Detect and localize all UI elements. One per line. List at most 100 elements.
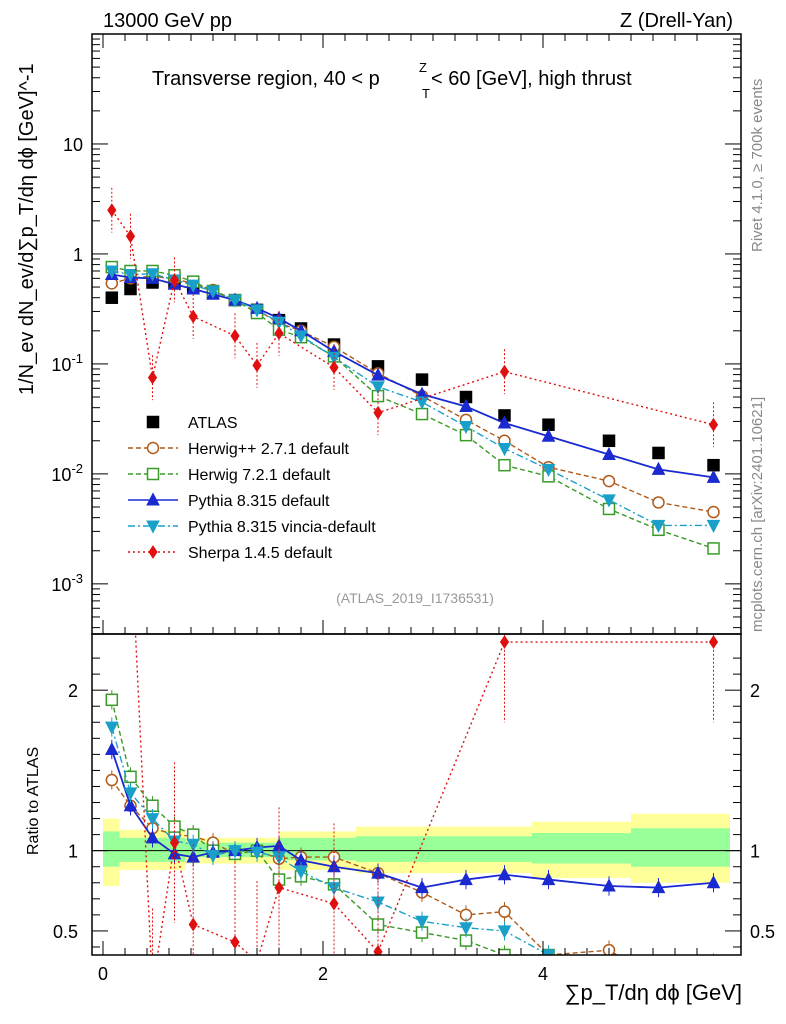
main-point [707,458,720,472]
ratio-series-pythia-8-315-vincia-default [104,717,714,973]
ratio-point [104,721,119,735]
ratio-point [706,875,721,889]
main-point [252,358,262,373]
legend-entry: ATLAS [146,415,238,432]
ratio-y-tick-label: 1 [68,842,78,862]
ratio-y-tick-label-right: 1 [750,842,760,862]
main-point [186,279,201,293]
main-series-sherpa-1-4-5-default [107,187,719,448]
main-point [415,407,429,421]
ratio-y-tick-label: 2 [68,681,78,701]
ratio-point [541,949,556,955]
main-point [459,420,473,435]
ratio-y-axis-label: Ratio to ATLAS [25,747,42,855]
x-tick-label: 2 [318,964,328,984]
main-point [415,373,429,386]
ratio-point [105,693,119,707]
plot-title-main: Transverse region, 40 < p [152,68,380,90]
legend-marker [146,467,160,481]
y-tick-base: 10 [51,575,71,595]
main-point [206,285,220,299]
ratio-point [274,880,284,895]
ratio-point [498,948,511,955]
x-axis-label: ∑p_T/dη dϕ [GeV] [565,980,742,1005]
legend-label: Pythia 8.315 default [188,493,330,510]
band-green [532,833,631,864]
plot-title-sub: T [422,86,430,101]
ratio-point [499,635,510,649]
ratio-point [497,867,512,881]
main-point [498,458,511,472]
main-point [188,309,198,324]
ratio-point [415,880,429,894]
main-point [107,203,117,218]
legend-entry: Pythia 8.315 default [128,492,330,510]
plot-title-rest: < 60 [GeV], high thrust [431,68,632,90]
ratio-point [230,935,240,950]
main-point [228,294,242,308]
legend-marker [148,545,158,559]
ratio-point [541,871,556,886]
main-point [652,496,665,509]
ratio-point [329,896,339,911]
main-point [415,396,429,410]
legend-marker [146,492,160,506]
y-tick-base: 10 [51,465,71,485]
legend-label: Herwig 7.2.1 default [188,467,331,484]
ratio-point [206,849,220,864]
x-tick-label: 4 [538,964,548,984]
main-point [371,367,385,381]
ratio-point [145,830,160,844]
plot-title: Transverse region, 40 < p [152,68,380,90]
main-y-tick-label: 10 [63,135,83,155]
band-green [356,836,532,862]
ratio-point [459,871,473,886]
ratio-point [149,983,157,995]
main-y-tick-label: 10-1 [51,351,83,375]
legend-entry: Herwig 7.2.1 default [128,467,331,484]
main-point [497,443,512,457]
ratio-y-tick-label-right: 0.5 [750,922,775,942]
main-point [602,494,616,508]
main-point [602,434,616,448]
main-y-tick-label: 1 [73,245,83,265]
legend-label: Sherpa 1.4.5 default [188,545,333,562]
main-point [651,519,666,533]
mcplots-label: mcplots.cern.ch [arXiv:2401.10621] [749,397,766,632]
ratio-y-tick-label-right: 2 [750,681,760,701]
ratio-point [459,922,473,936]
ratio-point [123,787,138,801]
ratio-point [145,813,160,827]
legend-marker [146,441,160,455]
ratio-point [603,961,615,973]
ratio-line [134,634,714,955]
main-point [294,330,308,344]
legend-marker [146,520,160,534]
y-tick-exponent: -3 [71,571,83,586]
ratio-point [651,880,666,894]
ratio-point [123,798,138,812]
ratio-point [708,635,719,649]
ratio-series-sherpa-1-4-5-default [134,634,719,995]
main-point [707,542,720,555]
main-point [459,398,473,412]
plot-title-sup: Z [419,60,427,75]
ratio-point [124,770,137,784]
ratio-point [371,896,385,910]
ratio-point [250,846,264,860]
legend: ATLAS Herwig++ 2.7.1 default Herwig 7.2.1 … [128,415,376,562]
ratio-point [373,944,383,955]
ratio-point [602,878,616,892]
main-y-axis-label: 1/N_ev dN_ev/d∑p_T/dη dϕ [GeV]^-1 [16,63,38,395]
ratio-y-tick-label: 0.5 [53,922,78,942]
main-point [169,273,180,287]
main-point [371,381,385,395]
main-point [230,328,240,343]
ratio-point [294,866,308,880]
ratio-bands [103,813,730,886]
main-point [708,417,719,432]
ratio-point [498,905,511,918]
series-layer [104,187,721,995]
